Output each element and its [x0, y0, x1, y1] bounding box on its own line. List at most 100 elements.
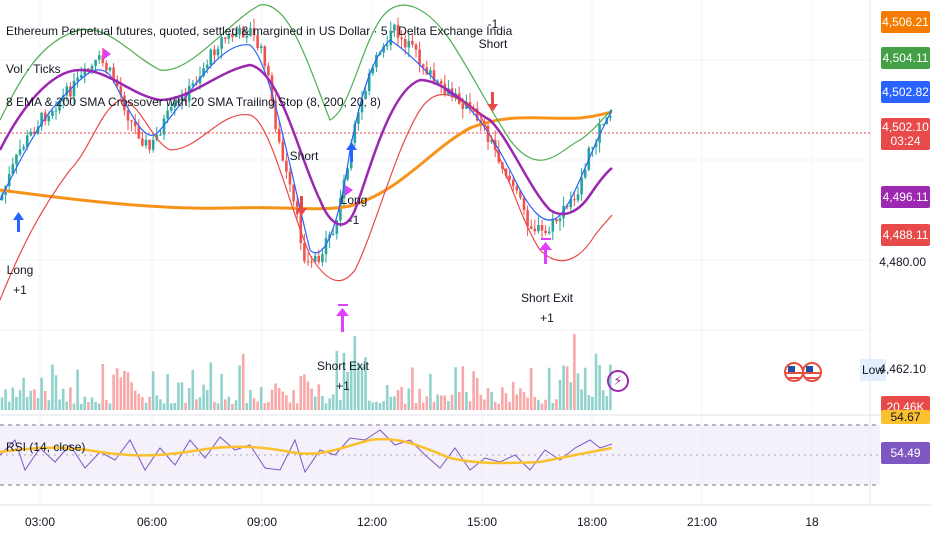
- candle-body: [418, 49, 421, 65]
- volume-bar: [551, 402, 555, 410]
- volume-bar: [130, 382, 133, 410]
- annotation-long-1: Long +1: [6, 263, 34, 297]
- candle-body: [162, 118, 166, 135]
- candle-body: [7, 173, 11, 187]
- volume-bar: [414, 403, 418, 410]
- short-arrow-1: [296, 196, 307, 216]
- volume-bar: [454, 367, 457, 410]
- candle-body: [180, 95, 184, 101]
- volume-bar: [447, 401, 450, 410]
- volume-bar: [274, 383, 277, 410]
- volume-bar: [349, 363, 353, 410]
- candle-body: [533, 228, 537, 232]
- rsi-ma-tag: 54.67: [881, 410, 930, 424]
- volume-bar: [432, 401, 436, 410]
- volume-bar: [162, 403, 166, 410]
- volume-bar: [216, 403, 220, 410]
- volume-bar: [191, 369, 195, 410]
- volume-bar: [339, 400, 342, 410]
- short-exit-arrow-2: [539, 238, 552, 264]
- candle-body: [403, 38, 407, 48]
- volume-bar: [7, 401, 11, 410]
- time-label: 12:00: [356, 515, 388, 529]
- volume-legend[interactable]: Vol · Ticks: [6, 62, 61, 76]
- candle-body: [360, 99, 364, 113]
- volume-bar: [357, 362, 360, 410]
- us-flag-icon[interactable]: [802, 362, 822, 382]
- candle-body: [123, 95, 126, 111]
- candle-body: [371, 67, 375, 74]
- volume-bar: [587, 395, 591, 410]
- upper-band-line: [0, 4, 613, 161]
- candle-body: [540, 225, 544, 231]
- grid: [0, 0, 870, 505]
- volume-bar: [313, 396, 317, 410]
- candle-body: [263, 46, 267, 66]
- mid-price-tag: 4,496.11: [881, 186, 930, 208]
- candle-body: [213, 49, 216, 56]
- candle-body: [25, 135, 29, 148]
- volume-bar: [223, 399, 227, 410]
- us-flag-icon[interactable]: [784, 362, 804, 382]
- volume-bar: [69, 387, 72, 410]
- volume-bar: [378, 403, 382, 410]
- candle-body: [551, 218, 555, 232]
- candle-body: [544, 230, 547, 234]
- candle-body: [18, 149, 22, 155]
- volume-bar: [18, 390, 22, 410]
- candle-body: [112, 67, 115, 80]
- volume-bar: [187, 388, 191, 410]
- volume-bar: [605, 396, 609, 410]
- volume-bar: [51, 364, 54, 410]
- volume-bar: [468, 401, 472, 410]
- candle-body: [555, 218, 558, 222]
- volume-bar: [299, 376, 303, 410]
- candle-body: [94, 59, 97, 66]
- candle-body: [558, 218, 562, 222]
- rsi-legend[interactable]: RSI (14, close): [6, 440, 86, 454]
- candle-body: [65, 86, 69, 96]
- volume-bar: [173, 403, 177, 410]
- volume-bar: [558, 379, 562, 410]
- volume-bar: [144, 402, 148, 410]
- volume-bar: [598, 365, 601, 410]
- candle-body: [76, 77, 79, 81]
- candle-body: [580, 177, 583, 195]
- volume-bar: [601, 390, 605, 410]
- candle-body: [79, 75, 83, 78]
- volume-bar: [209, 362, 213, 410]
- candle-body: [220, 37, 223, 49]
- candle-body: [97, 55, 101, 60]
- volume-bar: [537, 399, 540, 410]
- candle-body: [209, 49, 213, 65]
- lightning-icon[interactable]: ⚡: [607, 370, 629, 392]
- volume-bar: [504, 393, 508, 410]
- volume-bar: [486, 388, 490, 410]
- volume-bar: [526, 397, 529, 410]
- candle-body: [245, 35, 249, 38]
- volume-bar: [580, 389, 583, 410]
- annotation-short-1: Short: [289, 149, 319, 163]
- volume-bar: [443, 395, 447, 410]
- price-axis-label: 4,480.00: [879, 255, 926, 269]
- volume-bar: [180, 382, 184, 410]
- candle-body: [252, 28, 256, 36]
- volume-bar: [425, 396, 429, 410]
- volume-bar: [76, 369, 79, 410]
- volume-bar: [270, 389, 274, 410]
- volume-bar: [61, 388, 65, 410]
- volume-bar: [569, 382, 573, 410]
- volume-bar: [87, 402, 90, 410]
- volume-bar: [169, 403, 173, 410]
- candle-body: [562, 205, 565, 219]
- candle-body: [529, 226, 533, 229]
- volume-bar: [83, 396, 87, 410]
- candle-body: [425, 67, 429, 75]
- strategy-legend[interactable]: 8 EMA & 200 SMA Crossover with 20 SMA Tr…: [6, 95, 381, 109]
- time-label: 21:00: [686, 515, 718, 529]
- volume-bar: [479, 394, 483, 410]
- candle-body: [475, 108, 479, 121]
- candle-body: [331, 233, 335, 235]
- candle-body: [267, 65, 270, 76]
